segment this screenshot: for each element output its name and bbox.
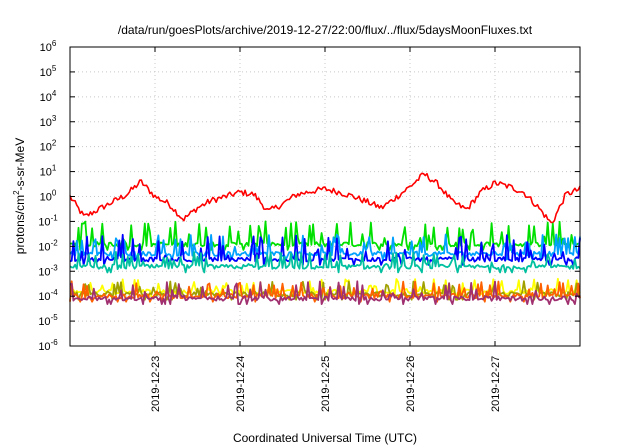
y-tick-label: 10-3: [38, 263, 58, 278]
y-axis-label-prefix: protons/cm: [13, 195, 27, 254]
x-tick-label: 2019-12-23: [150, 356, 162, 412]
series-line-8: [69, 280, 581, 305]
x-axis-label: Coordinated Universal Time (UTC): [233, 431, 417, 445]
y-tick-label: 10-5: [38, 313, 58, 328]
y-tick-label: 10-1: [38, 213, 58, 228]
series-line-7: [69, 280, 581, 303]
y-axis-label-sup: 2: [12, 190, 21, 195]
y-tick-label: 101: [40, 164, 57, 179]
x-tick-label: 2019-12-25: [320, 356, 332, 412]
y-tick-label: 105: [40, 64, 57, 79]
y-axis-label-suffix: -s-sr-MeV: [13, 138, 27, 191]
y-tick-label: 106: [40, 39, 57, 54]
y-tick-label: 104: [40, 89, 57, 104]
y-tick-label: 10-6: [38, 338, 58, 353]
y-tick-label: 102: [40, 139, 57, 154]
series-line-4: [69, 251, 581, 274]
x-tick-label: 2019-12-26: [405, 356, 417, 412]
y-tick-label: 10-2: [38, 238, 58, 253]
y-tick-label: 103: [40, 114, 57, 129]
x-tick-label: 2019-12-27: [490, 356, 502, 412]
grid: [70, 46, 580, 347]
x-axis: 2019-12-23 2019-12-24 2019-12-25 2019-12-26…: [150, 47, 502, 412]
series-line-2: [69, 233, 581, 261]
y-axis: 106 105 104 103 102 101 100 10-1 10-2 10-3 10-4 10-…: [38, 39, 580, 353]
series-layer: [69, 172, 581, 305]
series-line-0: [69, 172, 581, 224]
series-line-1: [69, 220, 581, 251]
y-tick-label: 10-4: [38, 288, 58, 303]
x-tick-label: 2019-12-24: [235, 356, 247, 412]
y-axis-label: protons/cm2-s-sr-MeV: [12, 138, 27, 254]
chart-title: /data/run/goesPlots/archive/2019-12-27/2…: [118, 23, 533, 37]
y-tick-label: 100: [40, 189, 57, 204]
